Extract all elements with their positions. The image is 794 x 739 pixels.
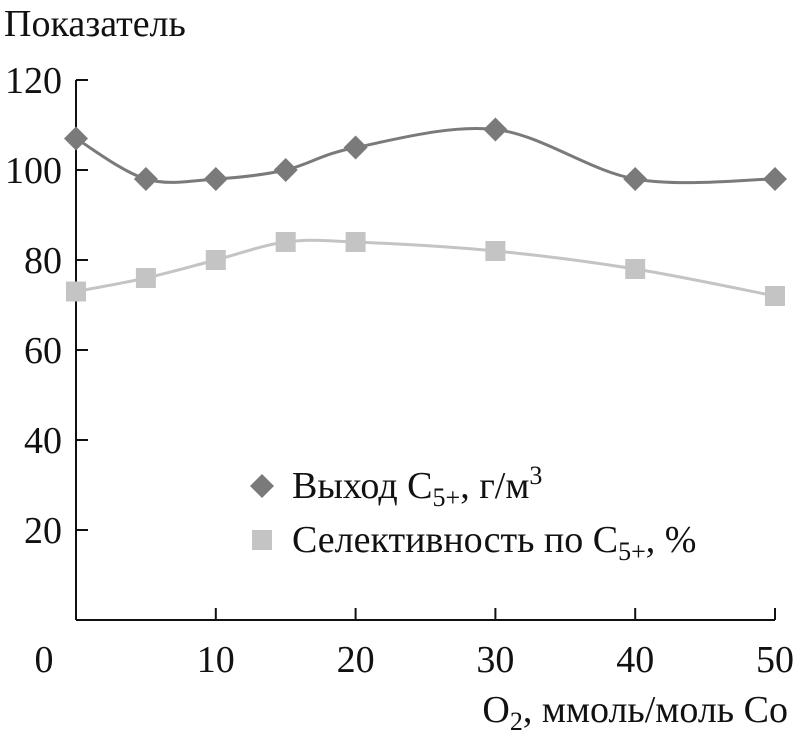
- data-point-2: [345, 232, 366, 252]
- x-tick-label: 20: [337, 639, 375, 681]
- data-point-1: [203, 167, 228, 191]
- legend-label-1: Выход C5+, г/м3: [292, 461, 542, 512]
- legend-marker-1: [250, 474, 274, 498]
- data-point-2: [135, 268, 156, 288]
- y-tick-label: 80: [24, 240, 62, 282]
- legend-marker-2: [252, 530, 272, 550]
- x-axis-title: O2, ммоль/моль Co: [482, 689, 788, 736]
- y-tick-label: 100: [5, 150, 62, 192]
- data-point-1: [133, 167, 158, 191]
- x-tick-label: 0: [35, 639, 54, 681]
- x-tick-label: 40: [616, 639, 654, 681]
- x-tick-label: 30: [476, 639, 514, 681]
- series-line-2: [75, 238, 776, 298]
- series-line-1: [75, 127, 776, 185]
- tick-group: 20 40 60 80 100 120 0 10 20 30 40 50: [5, 60, 794, 681]
- data-point-1: [273, 158, 298, 182]
- data-point-2: [275, 232, 296, 252]
- data-point-2: [485, 241, 506, 261]
- data-point-1: [763, 167, 787, 191]
- y-tick-label: 120: [5, 60, 62, 102]
- data-point-2: [625, 259, 646, 279]
- data-point-1: [623, 167, 648, 191]
- y-axis-title: Показатель: [4, 3, 186, 45]
- x-tick-label: 10: [197, 639, 235, 681]
- y-tick-label: 40: [24, 420, 62, 462]
- data-point-2: [205, 250, 226, 270]
- x-tick-label: 50: [756, 639, 794, 681]
- legend-label-2: Селективность по C5+, %: [292, 519, 696, 566]
- legend: Выход C5+, г/м3 Селективность по C5+, %: [250, 461, 696, 566]
- data-point-1: [483, 117, 508, 142]
- series-layer: [64, 117, 787, 306]
- data-point-1: [343, 135, 368, 160]
- data-point-2: [66, 281, 86, 302]
- data-point-1: [64, 126, 88, 151]
- y-tick-label: 20: [24, 510, 62, 552]
- y-tick-label: 60: [24, 330, 62, 372]
- data-point-2: [765, 286, 785, 306]
